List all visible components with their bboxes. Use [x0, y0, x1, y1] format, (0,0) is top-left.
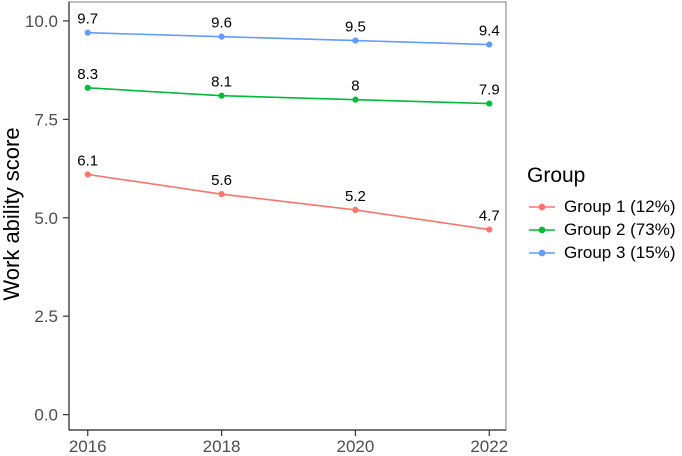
data-label: 9.7 — [77, 11, 98, 28]
legend-key-icon — [529, 226, 555, 233]
series-line-2 — [87, 87, 490, 105]
legend-entry-3: Group 3 (15%) — [527, 241, 676, 264]
data-point-2 — [486, 100, 493, 107]
data-point-3 — [486, 41, 493, 48]
data-label: 9.6 — [211, 15, 232, 32]
data-point-2 — [352, 96, 359, 103]
panel-border — [68, 1, 507, 431]
legend-key-dot — [538, 249, 546, 256]
legend-entry-1: Group 1 (12%) — [527, 195, 676, 218]
series-line-3 — [87, 31, 490, 46]
legend-key-icon — [529, 249, 555, 256]
x-tick-label: 2020 — [337, 437, 375, 456]
y-tick-label: 0.0 — [34, 406, 58, 425]
y-tick-label: 7.5 — [34, 110, 58, 129]
y-tick-label: 10.0 — [25, 12, 58, 31]
y-axis-title: Work ability score — [0, 127, 24, 300]
data-label: 9.5 — [345, 19, 366, 36]
data-label: 8.1 — [211, 74, 232, 91]
x-tick-label: 2018 — [203, 437, 241, 456]
data-point-1 — [84, 171, 91, 178]
data-point-1 — [218, 191, 225, 198]
legend-title: Group — [527, 164, 586, 187]
data-label: 4.7 — [479, 208, 500, 225]
legend-key-icon — [529, 203, 555, 210]
data-label: 8.3 — [77, 66, 98, 83]
y-tick-label: 5.0 — [34, 209, 58, 228]
data-point-1 — [352, 206, 359, 213]
legend-key-dot — [538, 226, 546, 233]
legend: Group Group 1 (12%) Group 2 (73%) Group 3 … — [527, 164, 676, 264]
x-tick-label: 2016 — [69, 437, 107, 456]
data-point-3 — [84, 29, 91, 36]
data-point-3 — [218, 33, 225, 40]
x-tick-label: 2022 — [470, 437, 508, 456]
legend-entry-2: Group 2 (73%) — [527, 218, 676, 241]
data-label: 6.1 — [77, 152, 98, 169]
legend-key-dot — [538, 203, 546, 210]
legend-entry-label: Group 1 (12%) — [564, 196, 676, 216]
legend-entries: Group 1 (12%) Group 2 (73%) Group 3 (15%) — [527, 195, 676, 264]
legend-entry-label: Group 3 (15%) — [564, 242, 676, 262]
data-point-3 — [352, 37, 359, 44]
data-label: 8 — [351, 78, 359, 95]
data-label: 9.4 — [479, 23, 500, 40]
data-point-2 — [218, 92, 225, 99]
data-point-1 — [486, 226, 493, 233]
data-point-2 — [84, 84, 91, 91]
data-label: 5.2 — [345, 188, 366, 205]
y-tick-label: 2.5 — [34, 307, 58, 326]
data-label: 5.6 — [211, 172, 232, 189]
data-label: 7.9 — [479, 82, 500, 99]
legend-entry-label: Group 2 (73%) — [564, 219, 676, 239]
series-line-1 — [87, 173, 490, 231]
